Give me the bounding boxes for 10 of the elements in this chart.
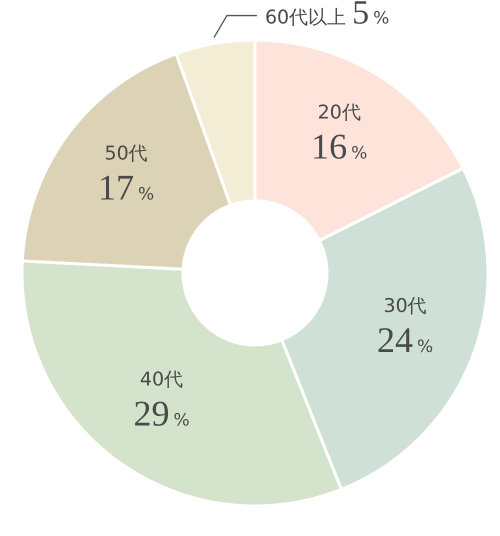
slice-label: 50代 [104, 142, 148, 164]
slice-label: 20代 [318, 101, 361, 124]
slice-label: 60代以上 [264, 6, 346, 29]
slice-label: 30代 [384, 294, 427, 317]
data-label: 16% [311, 126, 368, 166]
data-label: 17% [98, 167, 154, 208]
data-label: 29% [133, 394, 190, 434]
slice-label: 40代 [140, 368, 184, 391]
data-label: 24% [377, 320, 434, 360]
data-label: 5% [352, 0, 390, 32]
